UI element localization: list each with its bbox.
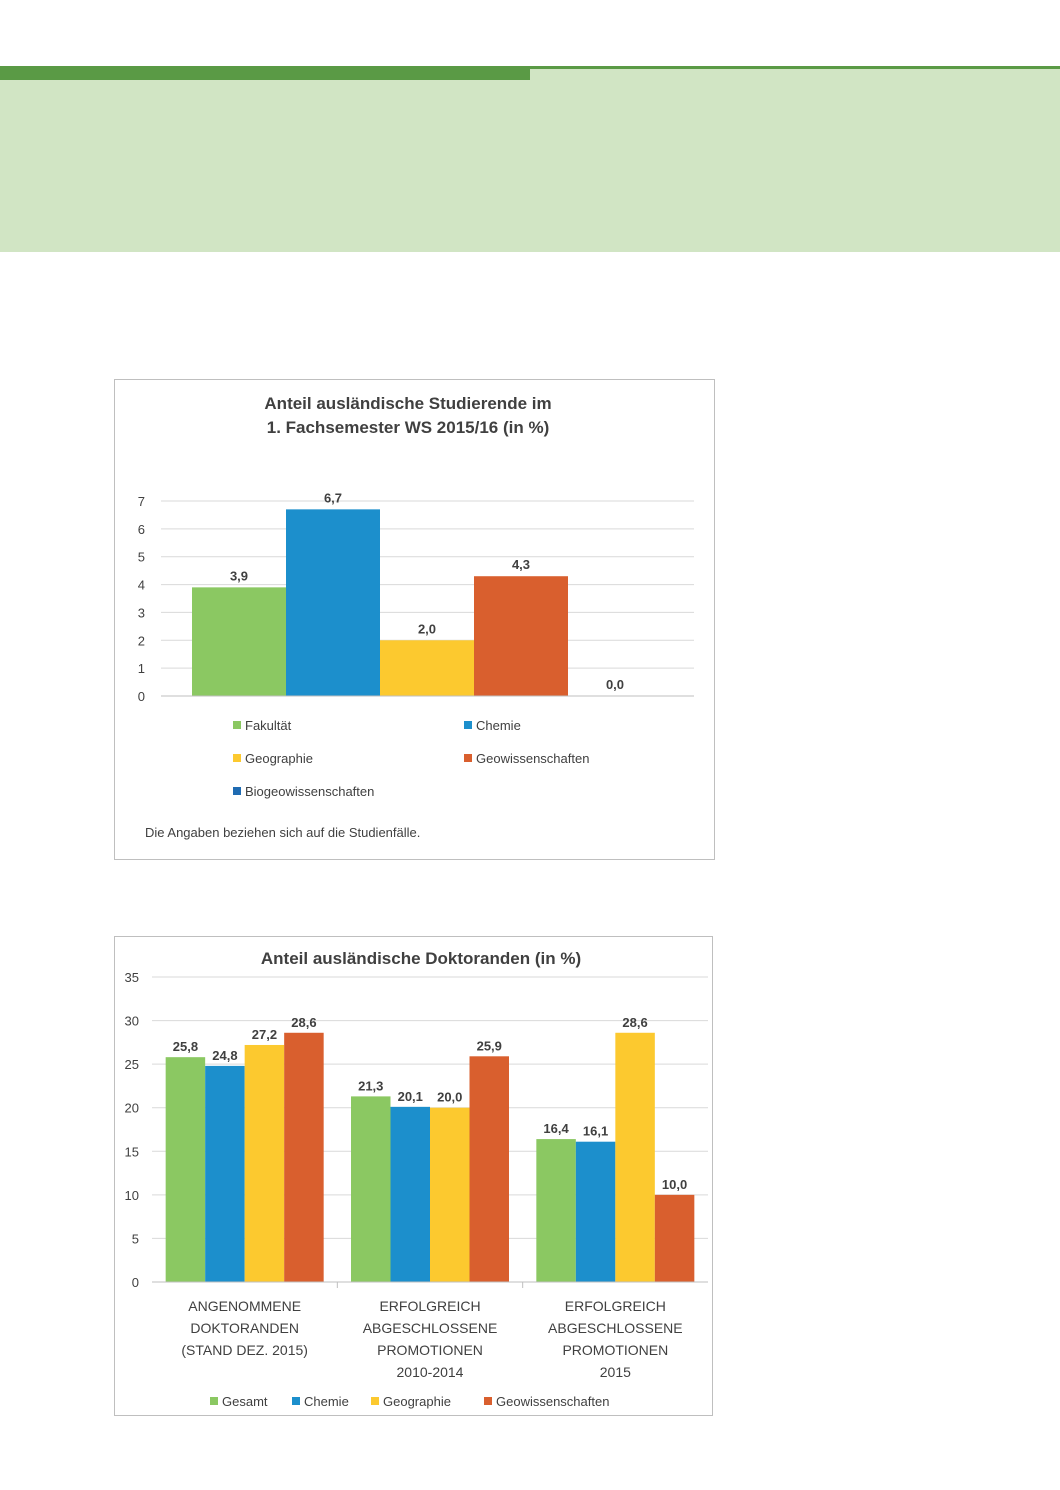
legend-swatch (371, 1397, 379, 1405)
y-tick-label: 7 (138, 494, 145, 509)
chart-foreign-students: Anteil ausländische Studierende im 1. Fa… (114, 379, 715, 860)
bar-chemie (205, 1065, 245, 1282)
data-label: 16,4 (543, 1121, 569, 1136)
data-label: 20,0 (437, 1090, 462, 1105)
legend-label: Geowissenschaften (496, 1394, 609, 1409)
y-tick-label: 5 (132, 1231, 139, 1246)
chart-title: Anteil ausländische Studierende im (264, 394, 551, 413)
data-label: 3,9 (230, 568, 248, 583)
data-label: 21,3 (358, 1078, 383, 1093)
legend-swatch (210, 1397, 218, 1405)
bar-geographie (244, 1044, 285, 1282)
bar-geowissenschaften (654, 1194, 695, 1282)
bar-chemie (286, 509, 380, 696)
data-label: 20,1 (398, 1089, 423, 1104)
bar-geographie (430, 1107, 470, 1282)
legend-label: Gesamt (222, 1394, 268, 1409)
legend-label: Fakultät (245, 718, 292, 733)
data-label: 6,7 (324, 490, 342, 505)
category-label: ERFOLGREICH (565, 1298, 666, 1314)
data-label: 28,6 (291, 1015, 316, 1030)
data-label: 10,0 (662, 1177, 687, 1192)
chart-subtitle: 1. Fachsemester WS 2015/16 (in %) (267, 418, 550, 437)
bar-fakultät (192, 587, 286, 696)
category-label: PROMOTIONEN (562, 1342, 668, 1358)
bar-geowissenschaften (469, 1056, 509, 1282)
y-tick-label: 5 (138, 550, 145, 565)
bar-gesamt (165, 1057, 206, 1282)
category-label: PROMOTIONEN (377, 1342, 483, 1358)
data-label: 2,0 (418, 621, 436, 636)
legend-swatch (464, 721, 472, 729)
data-label: 4,3 (512, 557, 530, 572)
y-tick-label: 0 (138, 689, 145, 704)
chart-title: Anteil ausländische Doktoranden (in %) (261, 949, 581, 968)
legend-label: Geographie (245, 751, 313, 766)
legend-swatch (292, 1397, 300, 1405)
y-tick-label: 4 (138, 578, 145, 593)
data-label: 0,0 (606, 677, 624, 692)
legend-swatch (233, 721, 241, 729)
data-label: 25,8 (173, 1039, 198, 1054)
y-tick-label: 2 (138, 633, 145, 648)
data-label: 16,1 (583, 1124, 608, 1139)
y-tick-label: 15 (125, 1144, 139, 1159)
chart-note: Die Angaben beziehen sich auf die Studie… (145, 825, 420, 840)
y-tick-label: 30 (125, 1014, 139, 1029)
data-label: 28,6 (622, 1015, 647, 1030)
header-banner (0, 66, 1060, 252)
bar-chemie (390, 1106, 430, 1282)
chart-foreign-doctoral-candidates-svg: Anteil ausländische Doktoranden (in %) 0… (125, 949, 708, 1409)
legend-label: Geowissenschaften (476, 751, 589, 766)
chart-foreign-doctoral-candidates: Anteil ausländische Doktoranden (in %) 0… (114, 936, 713, 1416)
bar-gesamt (351, 1096, 391, 1282)
category-label: ERFOLGREICH (379, 1298, 480, 1314)
y-tick-label: 3 (138, 605, 145, 620)
category-label: (STAND DEZ. 2015) (181, 1342, 308, 1358)
legend-label: Chemie (304, 1394, 349, 1409)
data-label: 27,2 (252, 1027, 277, 1042)
y-tick-label: 20 (125, 1101, 139, 1116)
category-label: 2010-2014 (397, 1364, 464, 1380)
legend-label: Geographie (383, 1394, 451, 1409)
legend-swatch (233, 754, 241, 762)
bar-gesamt (536, 1139, 576, 1282)
y-tick-label: 0 (132, 1275, 139, 1290)
bar-geographie (615, 1032, 655, 1282)
legend-label: Biogeowissenschaften (245, 784, 374, 799)
legend-swatch (464, 754, 472, 762)
y-tick-label: 10 (125, 1188, 139, 1203)
bar-geographie (380, 640, 474, 696)
bar-geowissenschaften (284, 1032, 324, 1282)
data-label: 25,9 (477, 1038, 502, 1053)
bar-geowissenschaften (474, 576, 568, 696)
chart-foreign-students-svg: Anteil ausländische Studierende im 1. Fa… (138, 394, 694, 840)
y-tick-label: 1 (138, 661, 145, 676)
category-label: 2015 (600, 1364, 631, 1380)
legend-label: Chemie (476, 718, 521, 733)
category-label: ANGENOMMENE (188, 1298, 301, 1314)
data-label: 24,8 (212, 1048, 237, 1063)
category-label: DOKTORANDEN (190, 1320, 299, 1336)
y-tick-label: 35 (125, 970, 139, 985)
header-accent-bar (0, 66, 530, 80)
header-accent-line (530, 66, 1060, 69)
legend-swatch (233, 787, 241, 795)
y-tick-label: 6 (138, 522, 145, 537)
legend-swatch (484, 1397, 492, 1405)
category-label: ABGESCHLOSSENE (363, 1320, 498, 1336)
category-label: ABGESCHLOSSENE (548, 1320, 683, 1336)
y-tick-label: 25 (125, 1057, 139, 1072)
bar-chemie (575, 1141, 616, 1282)
